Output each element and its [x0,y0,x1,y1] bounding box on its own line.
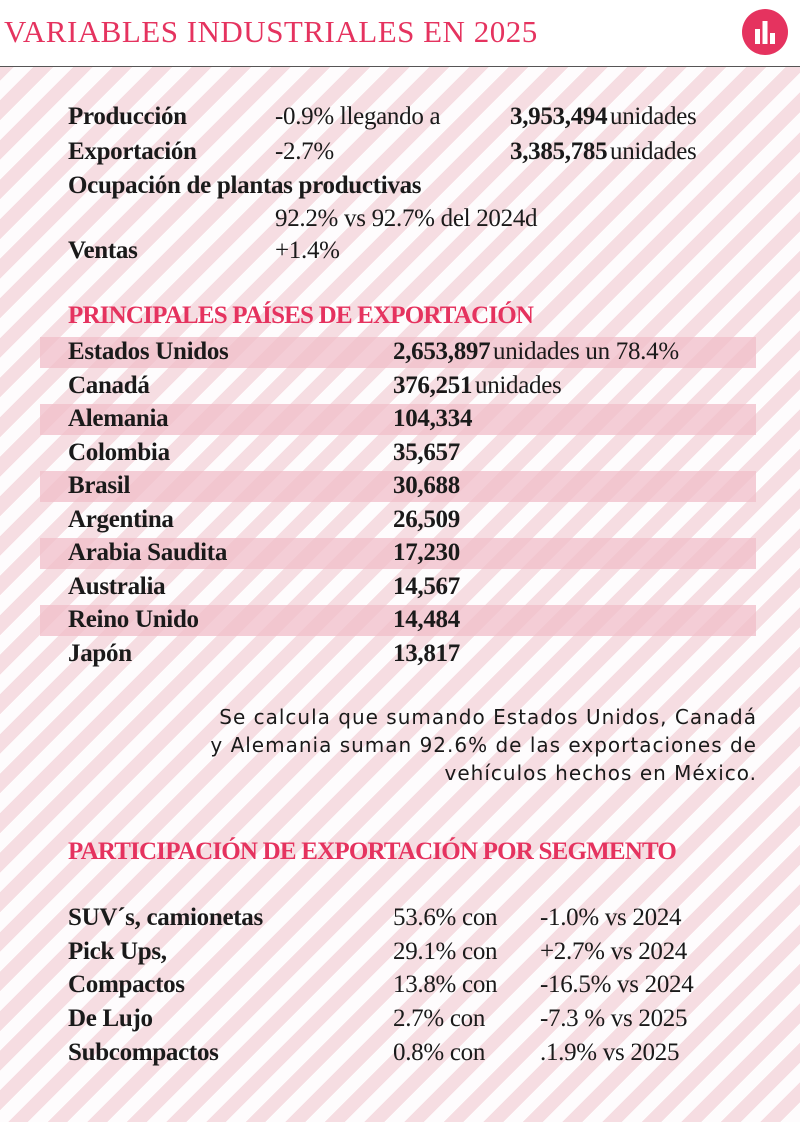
segment-label: Compactos [68,971,185,999]
note-line: Se calcula que sumando Estados Unidos, C… [219,705,757,729]
country-value: 30,688 [393,472,460,499]
country-value: 26,509 [393,505,460,533]
country-value: 2,653,897 [393,338,491,365]
country-name: Estados Unidos [68,338,229,365]
country-name: Japón [68,639,132,667]
row-detail: 92.2% vs 92.7% del 2024d [275,205,538,232]
section-title: PRINCIPALES PAÍSES DE EXPORTACIÓN [68,302,534,329]
country-value: 14,567 [393,572,460,600]
segment-change: .1.9% vs 2025 [540,1038,680,1066]
country-value: 35,657 [393,438,460,466]
row-band [40,538,756,569]
segment-change: +2.7% vs 2024 [540,937,688,965]
country-name: Arabia Saudita [68,539,228,566]
row-change: -2.7% [275,138,334,165]
country-name: Colombia [68,438,170,466]
row-band [40,337,756,368]
note-line: y Alemania suman 92.6% de las exportacio… [210,733,757,757]
chart-icon [742,9,788,55]
country-value: 104,334 [393,405,473,432]
segment-share: 2.7% con [393,1005,486,1033]
country-value: 13,817 [393,639,460,667]
segment-label: Pick Ups, [68,937,167,965]
note-line: vehículos hechos en México. [444,761,757,785]
segment-share: 0.8% con [393,1038,486,1066]
row-label: Producción [68,103,187,130]
segment-label: Subcompactos [68,1038,219,1066]
row-label: Ocupación de plantas productivas [68,172,422,199]
country-name: Argentina [68,505,174,533]
segment-label: De Lujo [68,1005,153,1033]
row-value: 3,953,494 [510,103,608,130]
row-band [40,471,756,502]
country-value: 376,251 [393,371,473,399]
row-unit: unidades [610,103,697,130]
country-name: Australia [68,572,166,600]
country-note: unidades un 78.4% [493,338,679,365]
segment-change: -16.5% vs 2024 [540,971,694,999]
row-change: +1.4% [275,237,340,264]
row-label: Exportación [68,138,197,165]
country-value: 14,484 [393,606,460,633]
section-title: PARTICIPACIÓN DE EXPORTACIÓN POR SEGMENT… [68,838,677,865]
row-unit: unidades [610,138,697,165]
row-change: -0.9% llegando a [275,103,441,130]
header-bar [0,0,800,67]
segment-change: -1.0% vs 2024 [540,904,682,931]
country-name: Canadá [68,371,150,399]
segment-share: 53.6% con [393,904,498,931]
segment-share: 13.8% con [393,971,498,999]
title: VARIABLES INDUSTRIALES EN 2025 [4,14,538,49]
segment-label: SUV´s, camionetas [68,904,263,931]
row-label: Ventas [68,237,138,264]
row-band [40,404,756,435]
row-value: 3,385,785 [510,138,608,165]
segment-change: -7.3 % vs 2025 [540,1005,688,1033]
country-note: unidades [475,371,562,399]
country-name: Alemania [68,405,169,432]
country-name: Reino Unido [68,606,199,633]
country-value: 17,230 [393,539,460,566]
country-name: Brasil [68,472,131,499]
segment-share: 29.1% con [393,937,498,965]
row-band [40,605,756,636]
